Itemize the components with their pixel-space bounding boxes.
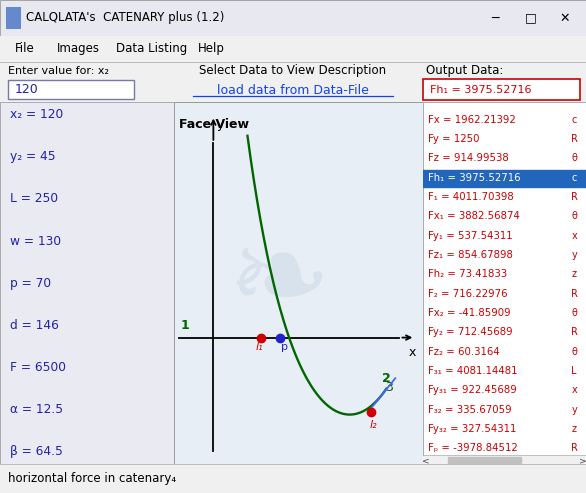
Text: R: R bbox=[571, 288, 578, 299]
Bar bbox=[423, 79, 580, 100]
Text: Fh₂ = 73.41833: Fh₂ = 73.41833 bbox=[428, 269, 507, 280]
Text: L: L bbox=[571, 366, 577, 376]
Text: θ: θ bbox=[571, 308, 577, 318]
Text: load data from Data-File: load data from Data-File bbox=[217, 84, 369, 97]
Bar bbox=[448, 457, 521, 465]
Text: θ: θ bbox=[571, 347, 577, 356]
Text: θ: θ bbox=[571, 211, 577, 221]
Text: l₂: l₂ bbox=[369, 420, 377, 430]
Text: >: > bbox=[578, 457, 586, 465]
Text: F₁ = 4011.70398: F₁ = 4011.70398 bbox=[428, 192, 514, 202]
Text: y₂ = 45: y₂ = 45 bbox=[9, 150, 55, 163]
Text: d = 146: d = 146 bbox=[9, 319, 59, 332]
Text: z: z bbox=[571, 269, 577, 280]
Bar bbox=[421, 170, 586, 187]
Text: Fy₃₁ = 922.45689: Fy₃₁ = 922.45689 bbox=[428, 385, 517, 395]
Text: c: c bbox=[571, 115, 577, 125]
Text: Fh₁ = 3975.52716: Fh₁ = 3975.52716 bbox=[430, 84, 531, 95]
Text: p = 70: p = 70 bbox=[9, 277, 51, 290]
Text: ─: ─ bbox=[492, 11, 499, 25]
Text: L = 250: L = 250 bbox=[9, 192, 57, 206]
Text: y: y bbox=[571, 405, 577, 415]
Text: Fz₁ = 854.67898: Fz₁ = 854.67898 bbox=[428, 250, 513, 260]
Text: Fy₂ = 712.45689: Fy₂ = 712.45689 bbox=[428, 327, 513, 337]
Text: y: y bbox=[216, 118, 224, 131]
Text: File: File bbox=[15, 42, 35, 55]
Text: Fx = 1962.21392: Fx = 1962.21392 bbox=[428, 115, 516, 125]
Text: horizontal force in catenary₄: horizontal force in catenary₄ bbox=[8, 472, 176, 485]
Text: Data Listing: Data Listing bbox=[116, 42, 188, 55]
Text: Face View: Face View bbox=[179, 118, 249, 131]
Text: p: p bbox=[281, 342, 288, 352]
Text: Fy₃₂ = 327.54311: Fy₃₂ = 327.54311 bbox=[428, 424, 516, 434]
Text: z: z bbox=[571, 424, 577, 434]
Text: 2: 2 bbox=[383, 372, 391, 385]
Text: Select Data to View Description: Select Data to View Description bbox=[199, 64, 387, 77]
Text: F₃₂ = 335.67059: F₃₂ = 335.67059 bbox=[428, 405, 512, 415]
Text: CALQLATA's  CATENARY plus (1.2): CALQLATA's CATENARY plus (1.2) bbox=[26, 11, 225, 25]
Text: R: R bbox=[571, 134, 578, 144]
Text: □: □ bbox=[524, 11, 536, 25]
Text: F = 6500: F = 6500 bbox=[9, 361, 66, 374]
Text: x₂ = 120: x₂ = 120 bbox=[9, 108, 63, 121]
Text: Fy = 1250: Fy = 1250 bbox=[428, 134, 479, 144]
Text: <: < bbox=[423, 457, 430, 465]
Text: Fx₂ = -41.85909: Fx₂ = -41.85909 bbox=[428, 308, 510, 318]
Text: R: R bbox=[571, 192, 578, 202]
Text: 120: 120 bbox=[15, 83, 39, 96]
Text: Fz₂ = 60.3164: Fz₂ = 60.3164 bbox=[428, 347, 500, 356]
Text: Fx₁ = 3882.56874: Fx₁ = 3882.56874 bbox=[428, 211, 520, 221]
Bar bbox=[6, 7, 21, 29]
Text: R: R bbox=[571, 327, 578, 337]
Text: α = 12.5: α = 12.5 bbox=[9, 403, 63, 416]
Text: β = 64.5: β = 64.5 bbox=[9, 445, 63, 458]
Text: θ: θ bbox=[571, 153, 577, 163]
Text: y: y bbox=[571, 250, 577, 260]
Text: Output Data:: Output Data: bbox=[426, 64, 503, 77]
Text: 3: 3 bbox=[385, 381, 393, 394]
Text: Help: Help bbox=[197, 42, 224, 55]
Bar bbox=[421, 455, 586, 467]
Text: x: x bbox=[409, 346, 416, 359]
Text: Fₚ = -3978.84512: Fₚ = -3978.84512 bbox=[428, 443, 517, 453]
Text: Fy₁ = 537.54311: Fy₁ = 537.54311 bbox=[428, 231, 513, 241]
Text: x: x bbox=[571, 385, 577, 395]
Text: l₁: l₁ bbox=[255, 342, 263, 352]
Text: ❧: ❧ bbox=[227, 223, 331, 344]
Text: Images: Images bbox=[57, 42, 100, 55]
Text: ✕: ✕ bbox=[559, 11, 570, 25]
Text: 1: 1 bbox=[180, 319, 189, 332]
Text: F₃₁ = 4081.14481: F₃₁ = 4081.14481 bbox=[428, 366, 517, 376]
Text: Enter value for: x₂: Enter value for: x₂ bbox=[8, 66, 108, 75]
Text: Fz = 914.99538: Fz = 914.99538 bbox=[428, 153, 509, 163]
Text: F₂ = 716.22976: F₂ = 716.22976 bbox=[428, 288, 507, 299]
Text: Fh₁ = 3975.52716: Fh₁ = 3975.52716 bbox=[428, 173, 520, 183]
Text: x: x bbox=[571, 231, 577, 241]
Bar bbox=[174, 102, 423, 464]
Bar bbox=[8, 80, 134, 99]
Text: w = 130: w = 130 bbox=[9, 235, 61, 247]
Text: R: R bbox=[571, 443, 578, 453]
Text: c: c bbox=[571, 173, 577, 183]
